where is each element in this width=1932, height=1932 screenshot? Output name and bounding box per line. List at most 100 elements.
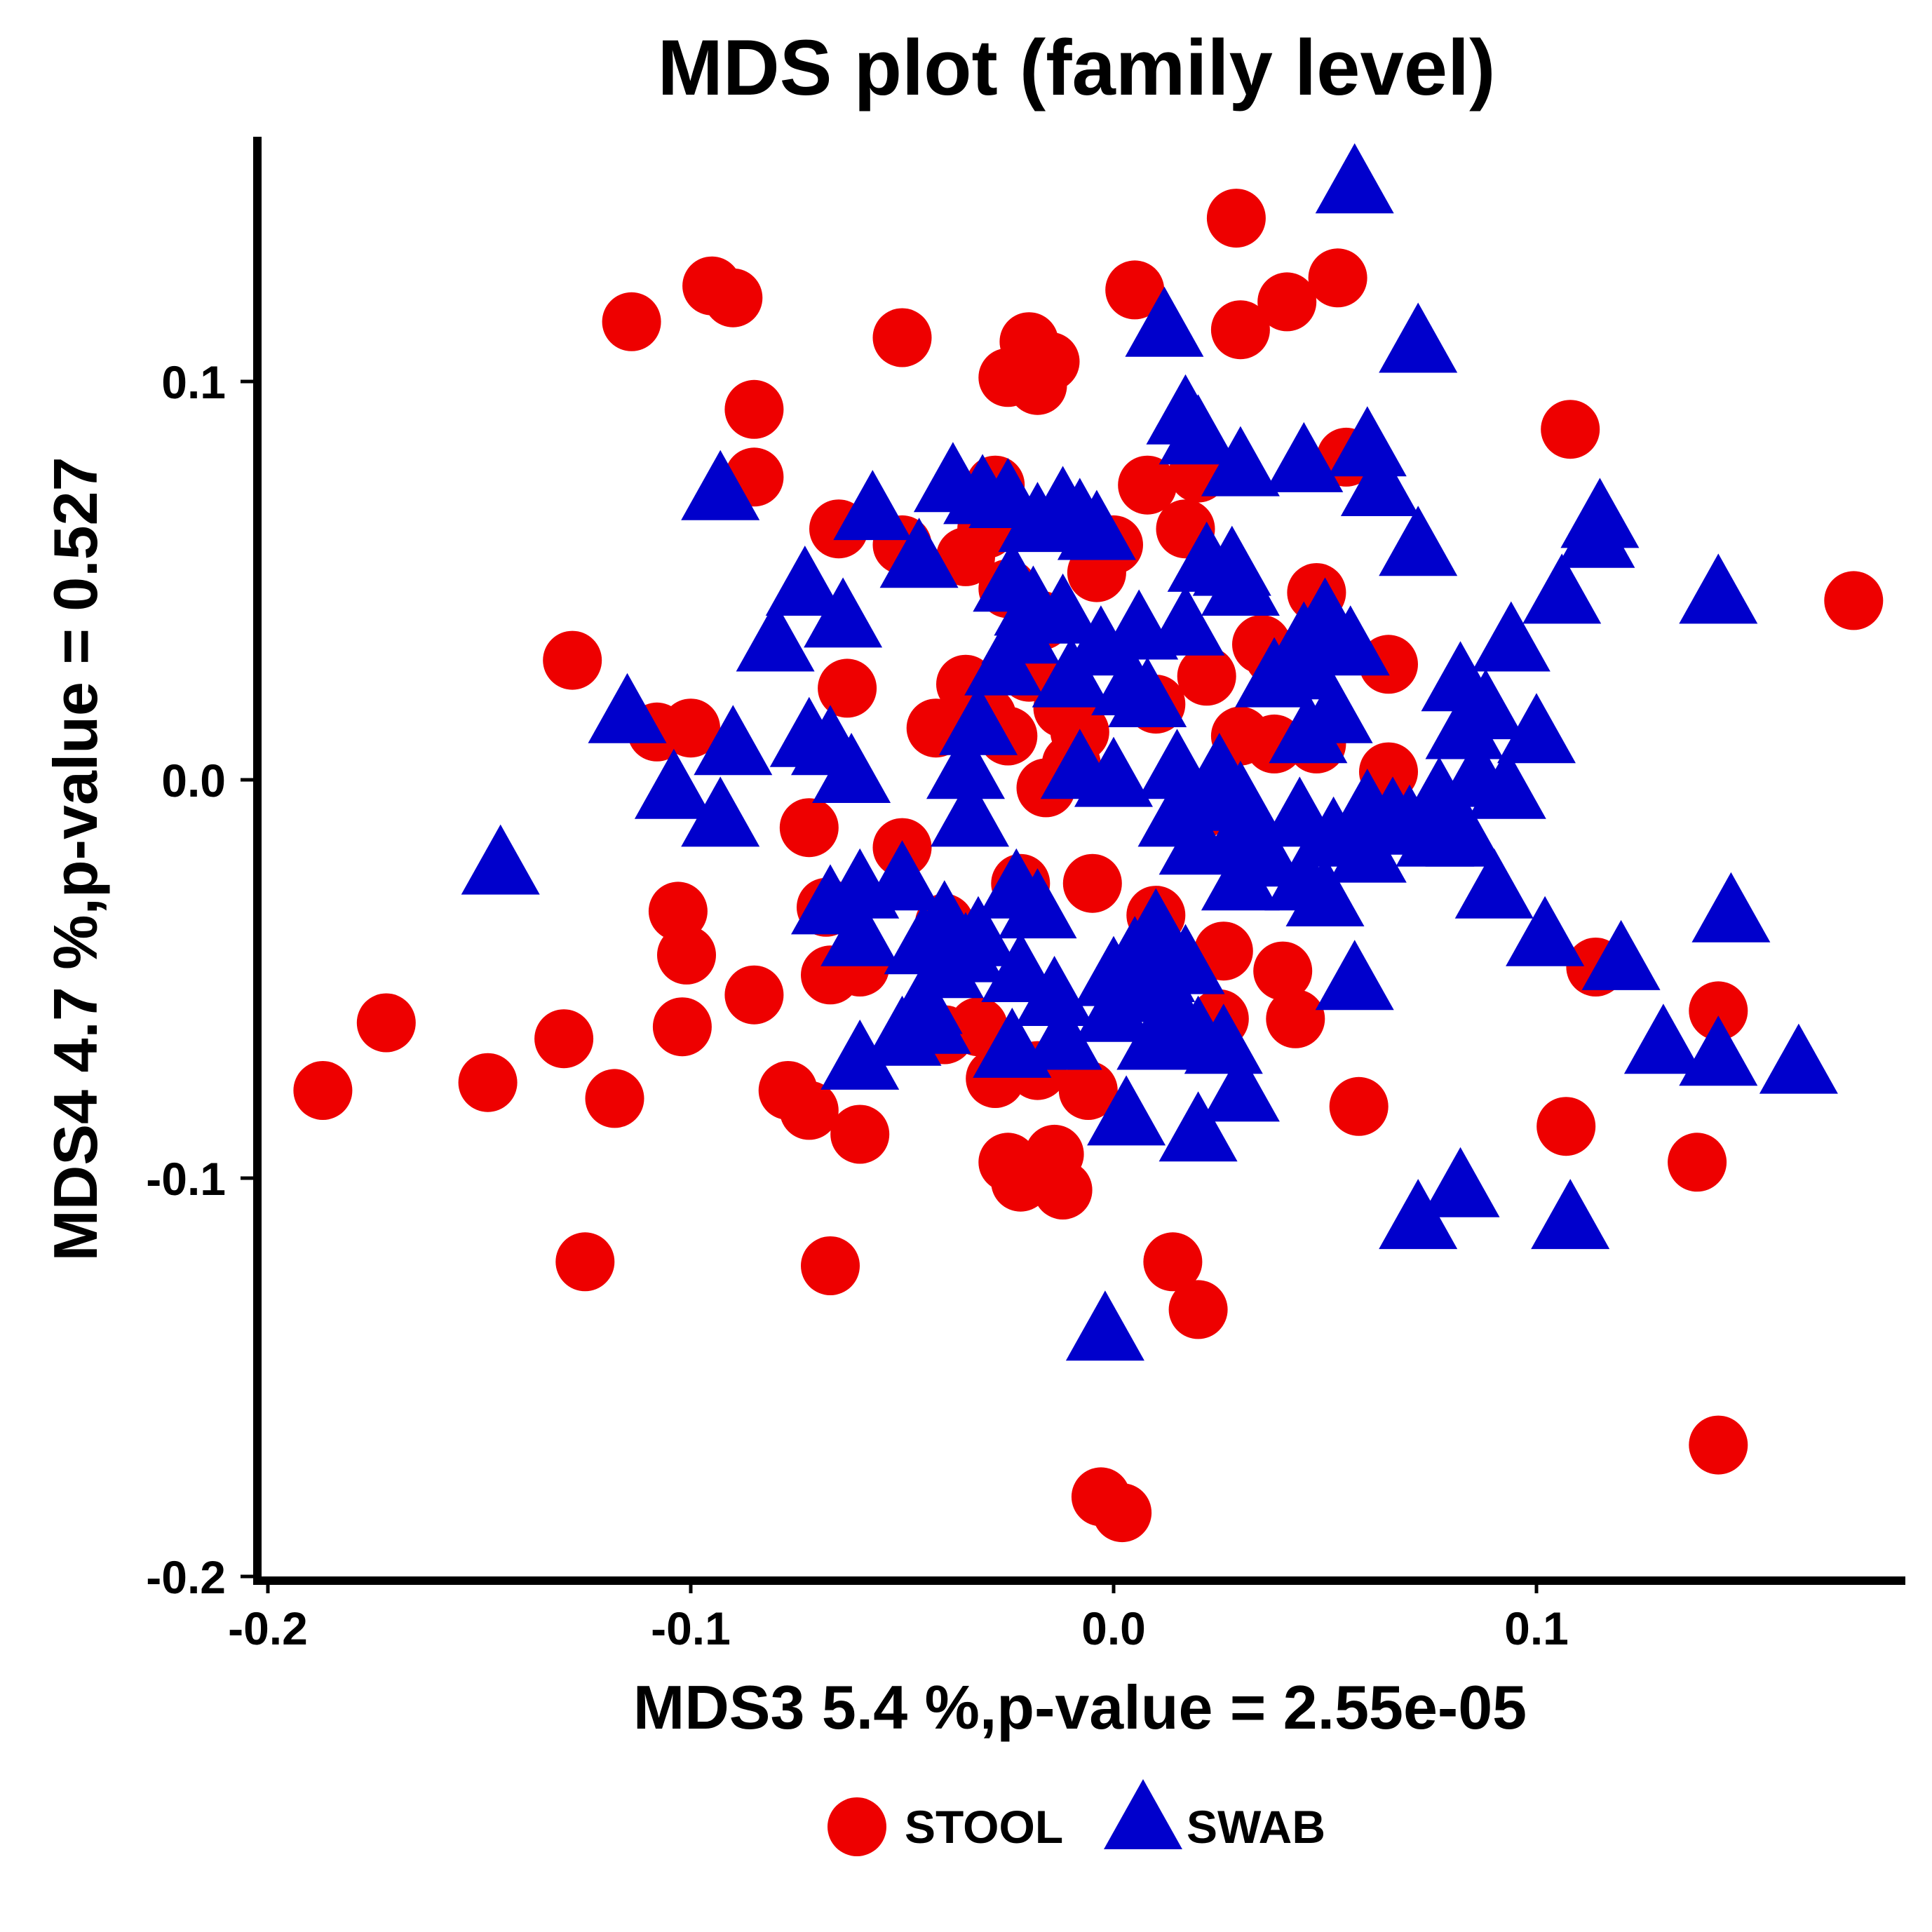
swab-point (1679, 1015, 1758, 1086)
swab-point (863, 840, 942, 911)
stool-point (1168, 1280, 1228, 1339)
swab-point (1201, 840, 1280, 911)
swab-point (1623, 1004, 1703, 1074)
legend-stool-marker (827, 1797, 886, 1856)
stool-point (356, 993, 416, 1053)
swab-point (1023, 573, 1102, 644)
swab-point (1691, 872, 1771, 943)
swab-point (634, 748, 713, 819)
stool-point (936, 527, 995, 586)
stool-point (1308, 248, 1367, 308)
stool-point (585, 1069, 644, 1128)
swab-point (1285, 856, 1365, 926)
swab-point (681, 450, 760, 520)
swab-point (1184, 1004, 1263, 1074)
swab-point (736, 601, 815, 672)
stool-point (602, 292, 661, 351)
stool-point (1206, 189, 1266, 248)
swab-point (833, 470, 912, 541)
legend-swab-label: SWAB (1187, 1801, 1325, 1853)
swab-point (1425, 796, 1504, 867)
swab-point (998, 868, 1077, 939)
legend-stool-label: STOOL (905, 1801, 1063, 1853)
stool-point (1257, 272, 1317, 332)
swab-point (1264, 421, 1344, 492)
legend-swab-marker (1104, 1779, 1182, 1849)
swab-point (804, 577, 883, 648)
swab-point (765, 546, 844, 616)
stool-point (830, 1105, 890, 1164)
x-tick-label: -0.1 (651, 1602, 731, 1654)
stool-point (1008, 356, 1067, 415)
swab-point (812, 733, 891, 803)
stool-point (1062, 853, 1122, 913)
stool-point (1143, 1232, 1203, 1292)
swab-point (1531, 1179, 1610, 1250)
swab-point (820, 896, 900, 966)
swab-point (1146, 585, 1225, 656)
x-ticks-layer: -0.2 -0.1 0.0 0.1 (228, 1581, 1569, 1654)
stool-point (801, 1236, 860, 1295)
y-tick-label: -0.2 (146, 1551, 226, 1603)
y-axis-label: MDS4 4.7 %,p-value = 0.527 (41, 457, 110, 1261)
swab-point (1087, 1075, 1166, 1146)
stool-point (1668, 1133, 1727, 1192)
swab-point (1328, 812, 1407, 883)
swab-point (1425, 689, 1504, 759)
swab-point (1201, 1051, 1280, 1122)
stool-point (543, 630, 602, 690)
chart-title: MDS plot (family level) (658, 24, 1496, 112)
swab-point (1315, 940, 1394, 1011)
stool-point (1033, 1161, 1093, 1220)
swab-point (1379, 506, 1458, 576)
x-axis-label: MDS3 5.4 %,p-value = 2.55e-05 (633, 1673, 1527, 1742)
swab-point (588, 673, 667, 743)
swab-point (931, 776, 1009, 847)
swab-point (1269, 629, 1348, 700)
swab-point (964, 625, 1043, 696)
swab-point (1294, 673, 1373, 743)
swab-point (1454, 848, 1534, 919)
swab-point (926, 729, 1005, 799)
swab-point (863, 995, 942, 1066)
stool-point (1210, 300, 1270, 360)
swab-point (1311, 605, 1390, 676)
swab-point (1158, 804, 1238, 875)
swab-point (1074, 736, 1153, 807)
swab-point (1065, 1290, 1144, 1361)
swab-point (1471, 601, 1551, 672)
swab-point (1315, 143, 1394, 214)
swab-point (1032, 637, 1111, 708)
swab-point (1340, 446, 1419, 516)
stool-point (1177, 647, 1236, 706)
stool-point (1824, 571, 1884, 630)
stool-point (1266, 989, 1325, 1048)
swab-point (1759, 1023, 1838, 1094)
stool-point (724, 965, 784, 1025)
swab-point (681, 776, 760, 847)
y-tick-label: 0.0 (161, 755, 226, 806)
y-tick-label: -0.1 (146, 1153, 226, 1205)
swab-point (1201, 426, 1280, 496)
swab-point (694, 705, 773, 776)
x-tick-label: -0.2 (228, 1602, 308, 1654)
stool-point (724, 379, 784, 439)
stool-point (1105, 260, 1165, 320)
stool-point (1093, 1483, 1152, 1543)
swab-point (1497, 693, 1576, 764)
swab-point (1556, 497, 1635, 568)
points-layer (293, 143, 1884, 1543)
swab-point (1158, 394, 1238, 465)
swab-point (820, 1019, 900, 1090)
x-tick-label: 0.0 (1081, 1602, 1146, 1654)
swab-point (1108, 657, 1187, 727)
swab-point (939, 684, 1018, 755)
swab-point (1379, 302, 1458, 373)
swab-point (879, 518, 959, 588)
swab-point (998, 482, 1077, 553)
swab-point (1421, 1147, 1500, 1217)
swab-point (1074, 971, 1153, 1042)
swab-point (1467, 748, 1546, 819)
swab-point (973, 1007, 1052, 1078)
